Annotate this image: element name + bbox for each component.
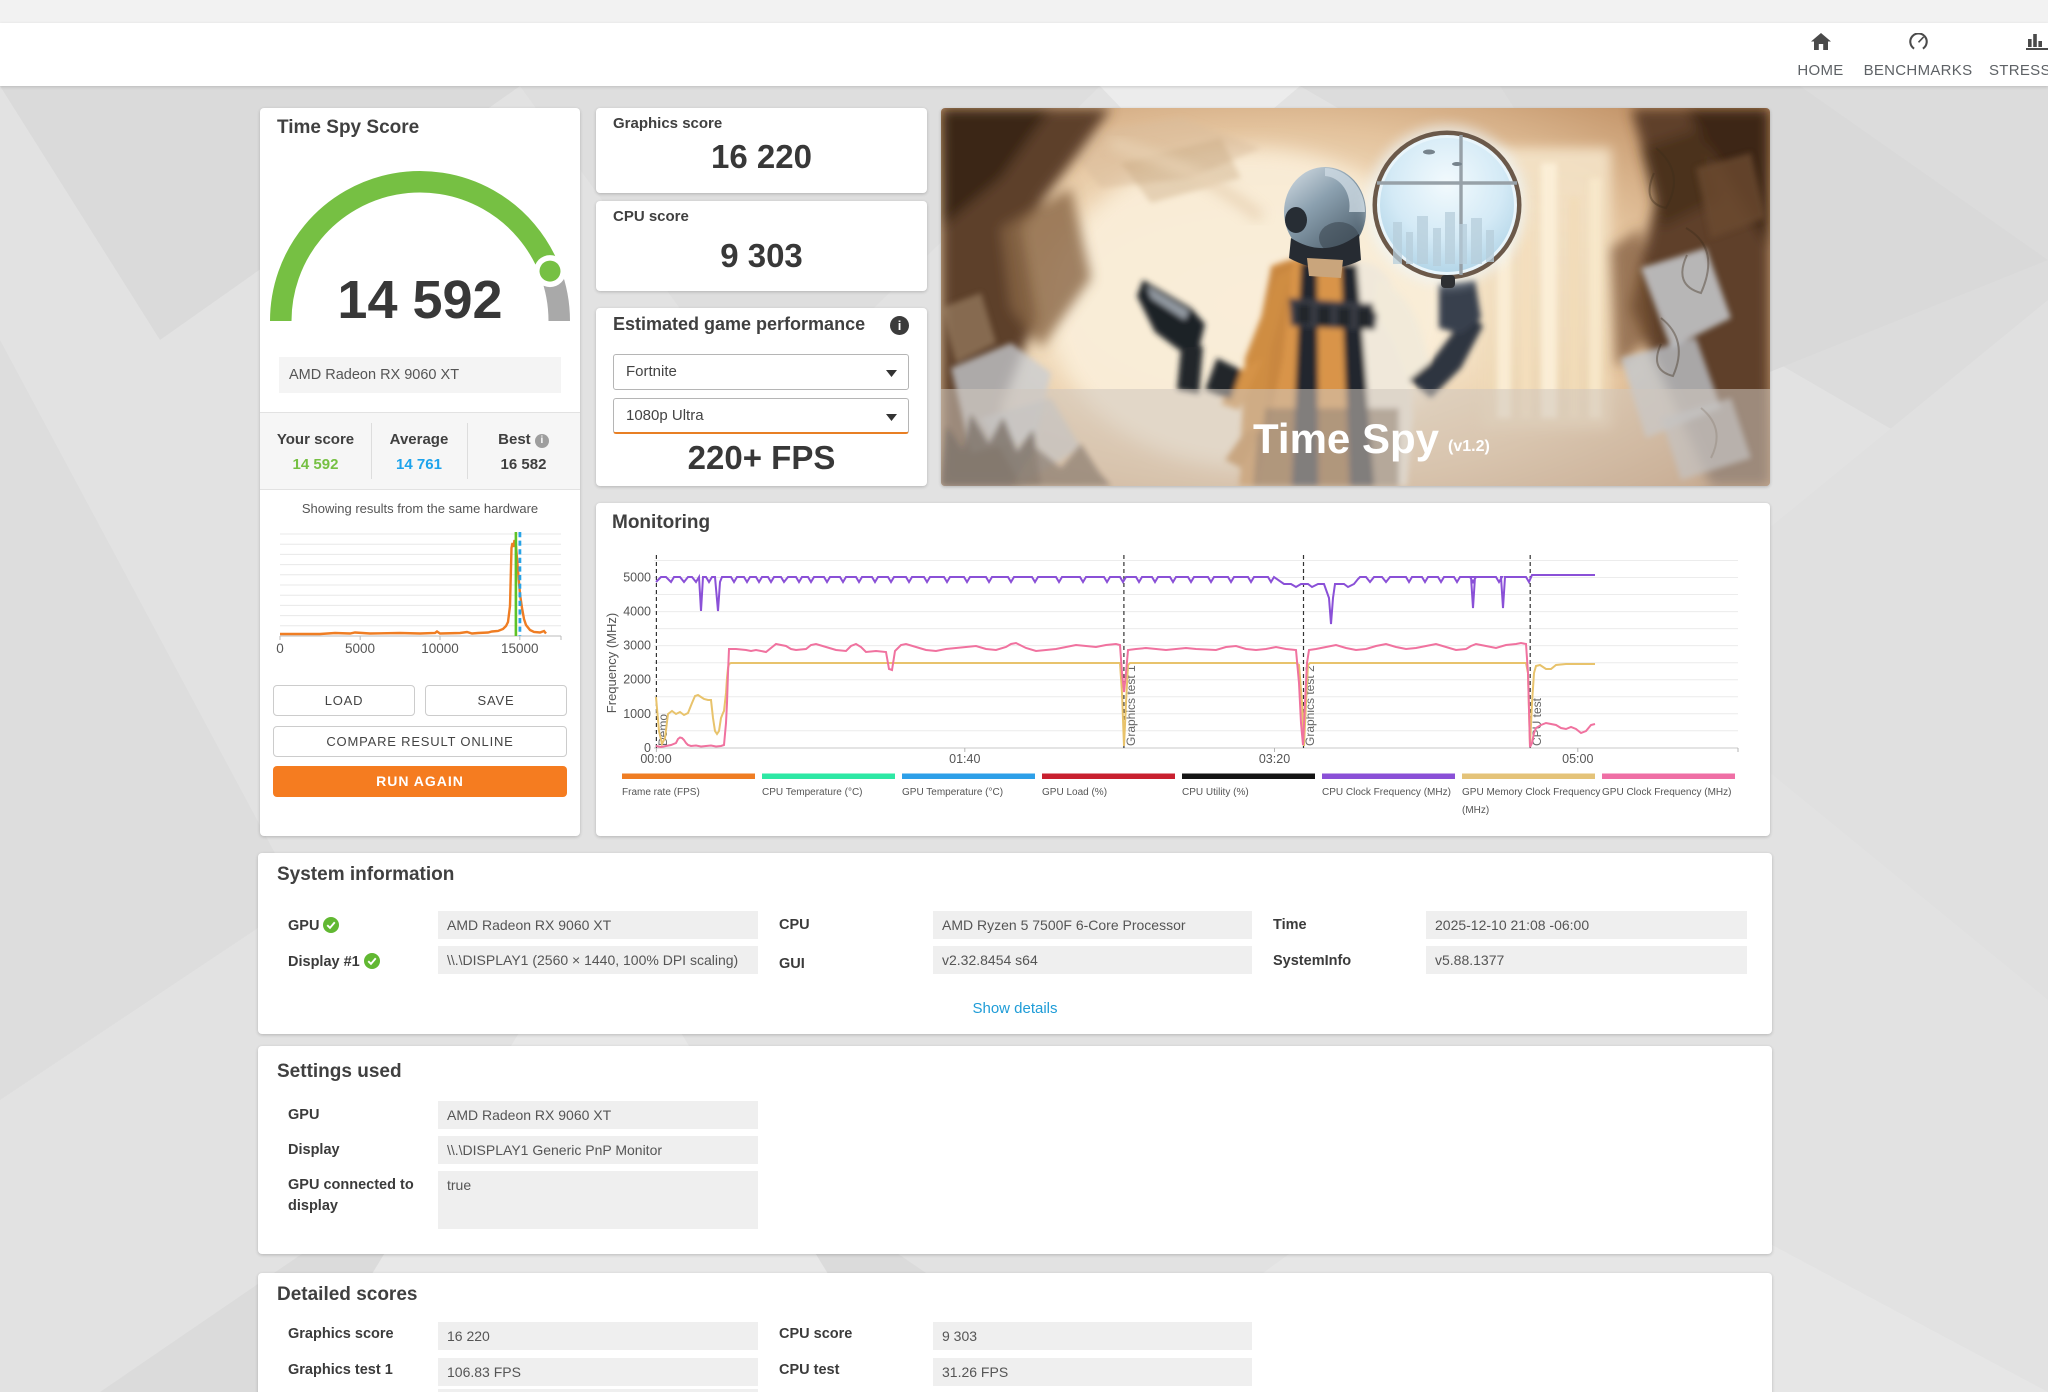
svg-text:GPU Temperature (°C): GPU Temperature (°C)	[902, 787, 1003, 798]
svg-text:Frame rate (FPS): Frame rate (FPS)	[622, 787, 700, 798]
svg-text:0: 0	[276, 641, 284, 656]
svg-text:Frequency (MHz): Frequency (MHz)	[604, 613, 619, 713]
svg-text:4000: 4000	[623, 605, 651, 619]
svg-text:10000: 10000	[421, 641, 459, 656]
svg-text:00:00: 00:00	[640, 752, 671, 766]
svg-text:GPU Clock Frequency (MHz): GPU Clock Frequency (MHz)	[1602, 787, 1731, 798]
svg-text:GPU Load (%): GPU Load (%)	[1042, 787, 1107, 798]
svg-text:3000: 3000	[623, 639, 651, 653]
svg-text:0: 0	[644, 741, 651, 755]
svg-text:CPU Utility (%): CPU Utility (%)	[1182, 787, 1249, 798]
svg-text:01:40: 01:40	[949, 752, 980, 766]
svg-text:2000: 2000	[623, 673, 651, 687]
svg-text:05:00: 05:00	[1562, 752, 1593, 766]
svg-text:15000: 15000	[501, 641, 539, 656]
svg-text:CPU Clock Frequency (MHz): CPU Clock Frequency (MHz)	[1322, 787, 1451, 798]
svg-text:Time Spy: Time Spy	[1253, 415, 1440, 462]
svg-text:1000: 1000	[623, 707, 651, 721]
svg-text:5000: 5000	[345, 641, 375, 656]
svg-text:14 592: 14 592	[337, 270, 502, 330]
svg-text:03:20: 03:20	[1259, 752, 1290, 766]
svg-text:(v1.2): (v1.2)	[1448, 438, 1490, 455]
svg-text:(MHz): (MHz)	[1462, 805, 1489, 816]
svg-text:5000: 5000	[623, 571, 651, 585]
svg-text:GPU Memory Clock Frequency: GPU Memory Clock Frequency	[1462, 787, 1600, 798]
svg-text:CPU Temperature (°C): CPU Temperature (°C)	[762, 787, 863, 798]
